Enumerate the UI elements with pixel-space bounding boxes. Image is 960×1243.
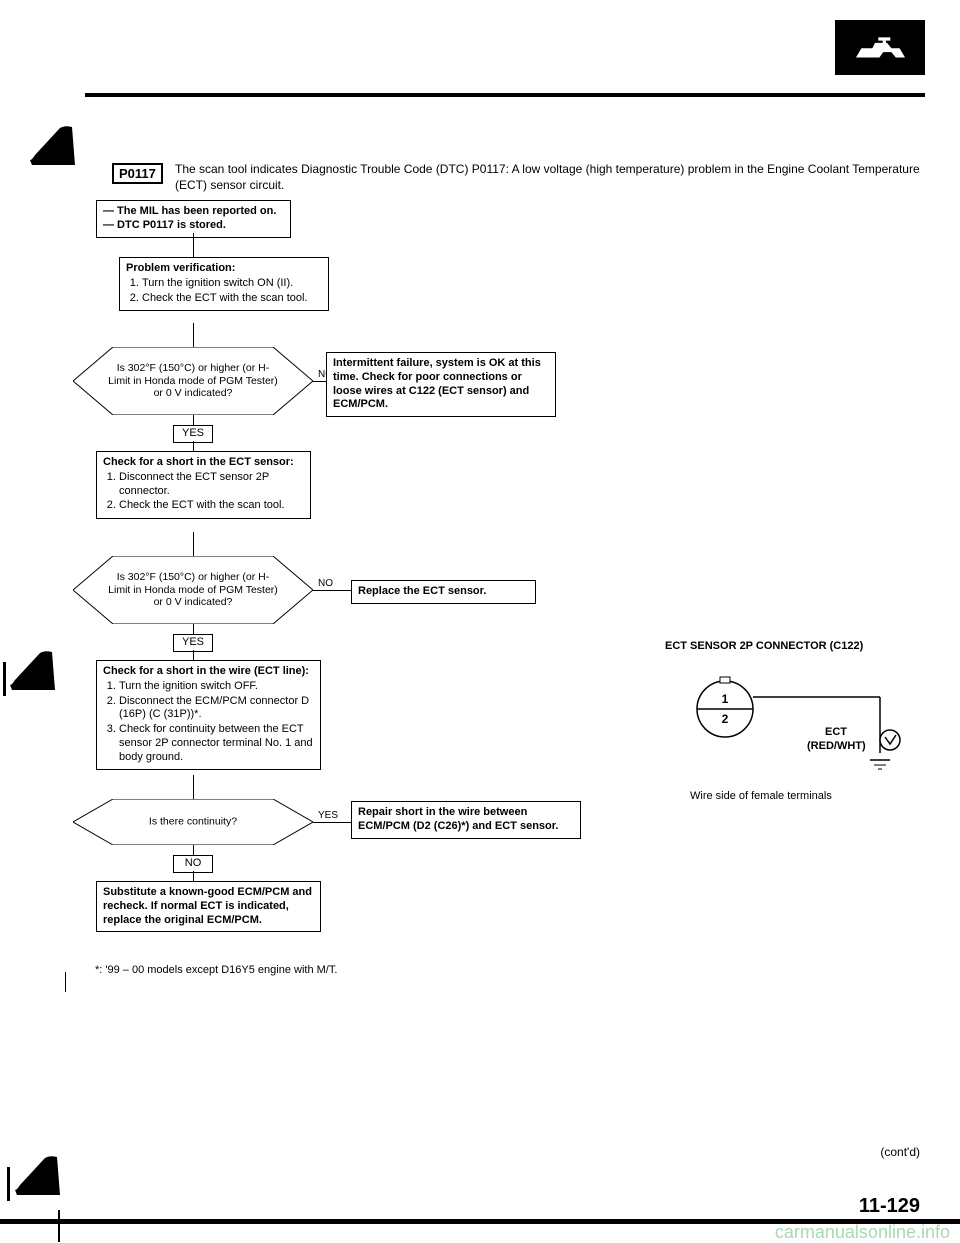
decision-2: Is 302°F (150°C) or higher (or H-Limit i… bbox=[73, 556, 313, 624]
connector bbox=[313, 381, 326, 382]
footnote: *: '99 – 00 models except D16Y5 engine w… bbox=[95, 964, 337, 976]
text: Replace the ECT sensor. bbox=[358, 585, 486, 597]
step: Check the ECT with the scan tool. bbox=[142, 292, 322, 306]
section-title: Problem verification: bbox=[126, 262, 322, 276]
label-yes: YES bbox=[318, 810, 338, 821]
text: Substitute a known-good ECM/PCM and rech… bbox=[103, 886, 312, 926]
margin-tab-icon bbox=[15, 1155, 60, 1195]
connector bbox=[193, 845, 194, 855]
svg-text:2: 2 bbox=[722, 712, 729, 726]
decision-1: Is 302°F (150°C) or higher (or H-Limit i… bbox=[73, 347, 313, 415]
dtc-code-box: P0117 bbox=[112, 163, 163, 184]
header-rule bbox=[85, 93, 925, 97]
connector bbox=[313, 590, 351, 591]
connector bbox=[193, 415, 194, 425]
svg-text:1: 1 bbox=[722, 692, 729, 706]
box-substitute: Substitute a known-good ECM/PCM and rech… bbox=[96, 881, 321, 932]
step: Check the ECT with the scan tool. bbox=[119, 499, 304, 513]
margin-pipe bbox=[7, 1167, 10, 1201]
connector bbox=[193, 233, 194, 257]
section-title: Check for a short in the ECT sensor: bbox=[103, 456, 304, 470]
connector bbox=[193, 441, 194, 451]
box-start: — The MIL has been reported on. — DTC P0… bbox=[96, 200, 291, 238]
decision-3: Is there continuity? bbox=[73, 799, 313, 845]
box-short-sensor: Check for a short in the ECT sensor: Dis… bbox=[96, 451, 311, 519]
text: Intermittent failure, system is OK at th… bbox=[333, 357, 541, 410]
step: Check for continuity between the ECT sen… bbox=[119, 723, 314, 764]
intro-text: The scan tool indicates Diagnostic Troub… bbox=[175, 161, 920, 193]
sensor-caption: Wire side of female terminals bbox=[690, 790, 832, 802]
section-title: Check for a short in the wire (ECT line)… bbox=[103, 665, 314, 679]
decision-text: Is 302°F (150°C) or higher (or H-Limit i… bbox=[108, 362, 278, 400]
step: Disconnect the ECT sensor 2P connector. bbox=[119, 471, 304, 499]
contd-marker: (cont'd) bbox=[880, 1145, 920, 1159]
margin-pipe bbox=[58, 1210, 60, 1242]
connector bbox=[313, 822, 351, 823]
text: Repair short in the wire between ECM/PCM… bbox=[358, 806, 558, 832]
label-no: NO bbox=[318, 578, 333, 589]
connector bbox=[193, 323, 194, 347]
connector bbox=[193, 532, 194, 556]
connector bbox=[193, 871, 194, 881]
connector bbox=[193, 624, 194, 634]
page-number: 11-129 bbox=[859, 1195, 920, 1218]
connector bbox=[193, 775, 194, 799]
step: Turn the ignition switch ON (II). bbox=[142, 277, 322, 291]
engine-icon bbox=[835, 20, 925, 75]
box-repair-short: Repair short in the wire between ECM/PCM… bbox=[351, 801, 581, 839]
sensor-connector-diagram: 1 2 ECT (RED/WHT) bbox=[680, 665, 920, 775]
margin-tick bbox=[65, 972, 66, 992]
box-intermittent: Intermittent failure, system is OK at th… bbox=[326, 352, 556, 417]
step: Disconnect the ECM/PCM connector D (16P)… bbox=[119, 695, 314, 723]
connector bbox=[193, 650, 194, 660]
margin-pipe bbox=[3, 662, 6, 696]
watermark: carmanualsonline.info bbox=[775, 1222, 950, 1243]
box-replace-sensor: Replace the ECT sensor. bbox=[351, 580, 536, 604]
box-problem-verification: Problem verification: Turn the ignition … bbox=[119, 257, 329, 311]
svg-text:(RED/WHT): (RED/WHT) bbox=[807, 740, 866, 752]
svg-text:ECT: ECT bbox=[825, 726, 847, 738]
sensor-connector-title: ECT SENSOR 2P CONNECTOR (C122) bbox=[665, 640, 863, 652]
box-short-wire: Check for a short in the wire (ECT line)… bbox=[96, 660, 321, 770]
margin-tab-icon bbox=[10, 650, 55, 690]
decision-text: Is there continuity? bbox=[108, 816, 278, 829]
step: Turn the ignition switch OFF. bbox=[119, 680, 314, 694]
text: — The MIL has been reported on. bbox=[103, 205, 284, 219]
text: — DTC P0117 is stored. bbox=[103, 219, 284, 233]
margin-tab-icon bbox=[30, 125, 75, 165]
decision-text: Is 302°F (150°C) or higher (or H-Limit i… bbox=[108, 571, 278, 609]
